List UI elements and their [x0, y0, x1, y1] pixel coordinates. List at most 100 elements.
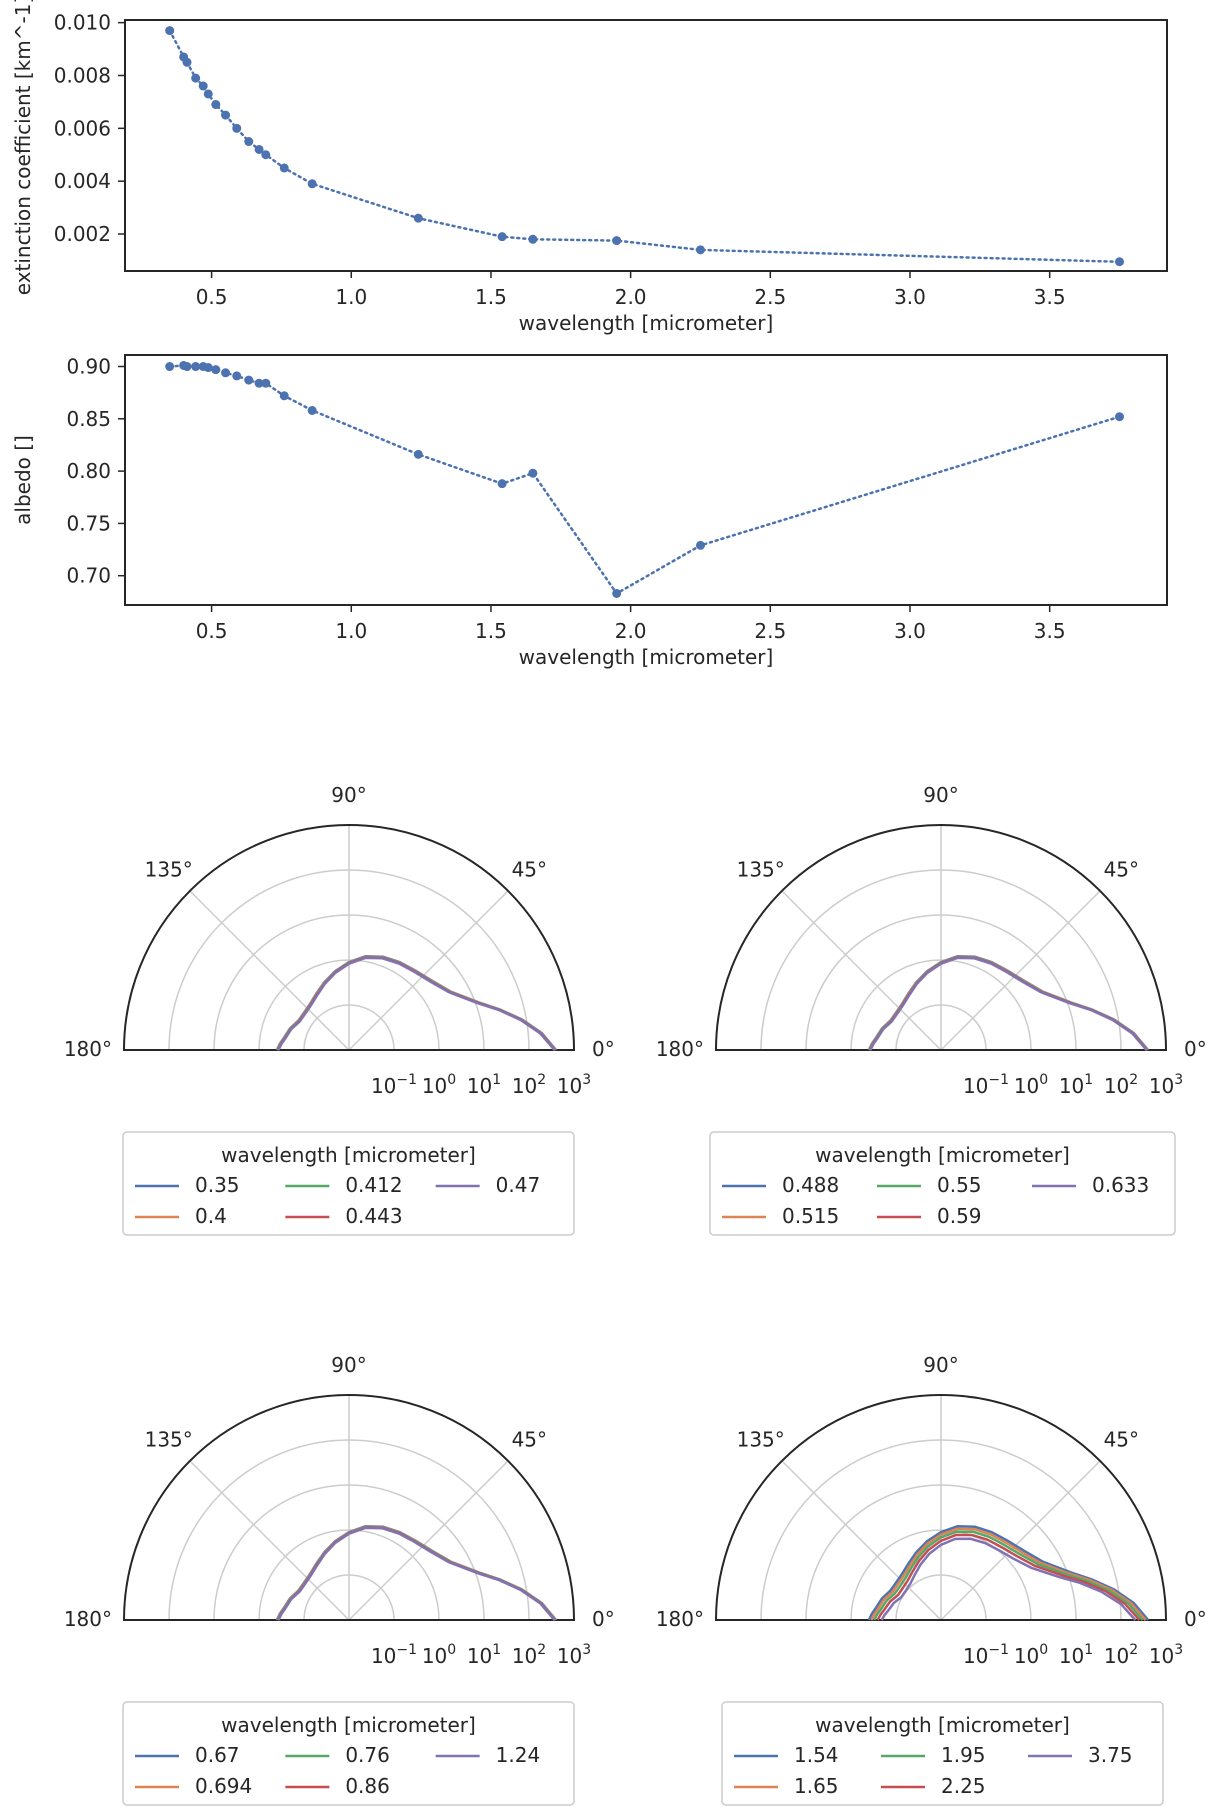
y-tick-label: 0.75: [66, 511, 111, 535]
angle-label: 0°: [1184, 1037, 1207, 1061]
radial-tick-label: 101: [467, 1642, 501, 1668]
legend-label: 0.47: [496, 1173, 541, 1197]
data-point: [279, 163, 289, 173]
data-point: [198, 81, 208, 91]
x-tick-label: 2.0: [615, 619, 647, 643]
data-point: [279, 391, 289, 401]
data-point: [497, 232, 507, 242]
legend-label: 1.95: [941, 1743, 986, 1767]
radial-tick-exponent: −1: [988, 1642, 1009, 1658]
phase-function-curve: [870, 1527, 1147, 1621]
radial-tick-base: 10: [557, 1074, 582, 1098]
data-point: [232, 371, 242, 381]
legend-label: 0.55: [937, 1173, 982, 1197]
legend-label: 1.24: [496, 1743, 541, 1767]
angle-label: 135°: [737, 1428, 785, 1452]
data-point: [211, 100, 221, 110]
radial-tick-label: 101: [1059, 1072, 1093, 1098]
x-tick-label: 3.0: [894, 619, 926, 643]
legend-label: 0.488: [782, 1173, 839, 1197]
radial-tick-label: 10−1: [371, 1072, 417, 1098]
data-point: [1115, 257, 1125, 267]
legend-label: 1.54: [794, 1743, 839, 1767]
angular-gridline: [781, 1460, 942, 1621]
radial-tick-exponent: 1: [492, 1642, 501, 1658]
x-axis-label: wavelength [micrometer]: [519, 311, 774, 335]
y-tick-label: 0.90: [66, 355, 111, 379]
radial-tick-base: 10: [371, 1074, 396, 1098]
radial-tick-exponent: 0: [447, 1642, 456, 1658]
radial-tick-exponent: 3: [582, 1642, 591, 1658]
radial-tick-exponent: 0: [1039, 1642, 1048, 1658]
radial-tick-exponent: 0: [1039, 1072, 1048, 1088]
data-point: [254, 378, 264, 388]
data-point: [211, 365, 221, 375]
radial-tick-label: 103: [557, 1642, 591, 1668]
radial-tick-label: 103: [1149, 1072, 1183, 1098]
radial-tick-base: 10: [467, 1074, 492, 1098]
data-point: [165, 362, 175, 372]
legend-label: 1.65: [794, 1774, 839, 1798]
data-point: [528, 468, 538, 478]
angular-gridline: [940, 890, 1101, 1051]
radial-tick-exponent: 1: [1084, 1642, 1093, 1658]
legend-label: 0.86: [345, 1774, 390, 1798]
angle-label: 90°: [331, 1353, 366, 1377]
radial-tick-base: 10: [1014, 1074, 1039, 1098]
radial-tick-label: 10−1: [371, 1642, 417, 1668]
angle-label: 45°: [512, 1428, 547, 1452]
data-point: [191, 362, 201, 372]
radial-tick-base: 10: [1149, 1074, 1174, 1098]
y-axis-label: albedo []: [11, 435, 35, 525]
x-tick-label: 3.5: [1034, 285, 1066, 309]
x-tick-label: 3.5: [1034, 619, 1066, 643]
legend-label: 0.59: [937, 1204, 982, 1228]
radial-tick-base: 10: [1149, 1644, 1174, 1668]
x-tick-label: 2.5: [754, 285, 786, 309]
legend-label: 0.694: [195, 1774, 252, 1798]
radial-tick-label: 100: [1014, 1072, 1048, 1098]
radial-tick-exponent: −1: [396, 1642, 417, 1658]
angle-label: 135°: [145, 1428, 193, 1452]
radial-tick-exponent: 2: [537, 1072, 546, 1088]
radial-tick-label: 102: [512, 1642, 546, 1668]
data-point: [261, 150, 271, 160]
legend-title: wavelength [micrometer]: [815, 1143, 1070, 1167]
radial-tick-exponent: 2: [1129, 1642, 1138, 1658]
data-point: [254, 144, 264, 154]
x-tick-label: 0.5: [196, 619, 228, 643]
radial-tick-base: 10: [1014, 1644, 1039, 1668]
angle-label: 0°: [1184, 1607, 1207, 1631]
legend-label: 2.25: [941, 1774, 986, 1798]
data-point: [182, 362, 192, 372]
y-tick-label: 0.002: [54, 222, 111, 246]
angular-gridline: [348, 1460, 509, 1621]
radial-tick-base: 10: [512, 1074, 537, 1098]
legend: wavelength [micrometer] 0.488 0.515 0.55 0.5…: [709, 1131, 1176, 1236]
radial-tick-exponent: 1: [1084, 1072, 1093, 1088]
polar-chart-2: 0°45°90°135°180°10−1 100 101 102 103waveleng…: [656, 783, 1207, 1236]
radial-tick-label: 103: [557, 1072, 591, 1098]
angle-label: 45°: [1104, 1428, 1139, 1452]
radial-tick-base: 10: [1059, 1074, 1084, 1098]
angular-gridline: [189, 1460, 350, 1621]
radial-tick-exponent: 0: [447, 1072, 456, 1088]
radial-tick-base: 10: [467, 1644, 492, 1668]
angular-gridline: [940, 1460, 1101, 1621]
x-tick-label: 1.0: [335, 285, 367, 309]
radial-tick-label: 10−1: [963, 1072, 1009, 1098]
legend-title: wavelength [micrometer]: [221, 1713, 476, 1737]
data-point: [232, 123, 242, 133]
x-tick-label: 2.5: [754, 619, 786, 643]
angle-label: 180°: [656, 1607, 704, 1631]
legend: wavelength [micrometer] 1.54 1.65 1.95 2.25 3…: [721, 1701, 1164, 1806]
polar-frame: [122, 1394, 576, 1621]
legend-label: 0.412: [345, 1173, 402, 1197]
y-tick-label: 0.80: [66, 459, 111, 483]
angle-label: 0°: [592, 1037, 615, 1061]
x-tick-label: 1.5: [475, 285, 507, 309]
angle-label: 90°: [923, 1353, 958, 1377]
data-point: [203, 89, 213, 99]
phase-function-curve: [869, 956, 1148, 1051]
legend-title: wavelength [micrometer]: [221, 1143, 476, 1167]
